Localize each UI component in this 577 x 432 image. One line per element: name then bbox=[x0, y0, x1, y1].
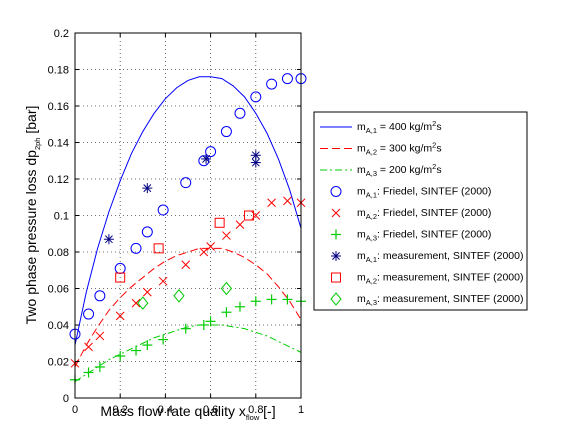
y-axis-label: Two phase pressure loss dp2ph [bar] bbox=[23, 106, 42, 325]
legend-marker-4 bbox=[330, 186, 342, 197]
series-5-point bbox=[235, 220, 245, 229]
legend-label-1: mA,1 = 400 kg/m2s bbox=[357, 119, 442, 135]
x-tick-label: 0.6 bbox=[203, 404, 218, 416]
y-tick-label: 0 bbox=[63, 393, 69, 405]
y-tick-label: 0.2 bbox=[54, 28, 69, 40]
x-tick-label: 0.2 bbox=[113, 404, 128, 416]
series-5-point bbox=[267, 198, 276, 208]
legend-label-9: mA,3: measurement, SINTEF (2000) bbox=[357, 293, 523, 307]
legend-label-8: mA,2: measurement, SINTEF (2000) bbox=[357, 272, 523, 286]
series-7-point bbox=[201, 153, 212, 164]
x-axis-label: Mass flow rate quality xflow [-] bbox=[100, 403, 275, 422]
series-9-point bbox=[220, 281, 233, 296]
series-7-point bbox=[103, 234, 114, 245]
series-6-point bbox=[94, 361, 105, 372]
series-6-point bbox=[158, 334, 169, 345]
y-tick-label: 0.08 bbox=[48, 247, 69, 259]
series-8-point bbox=[244, 210, 255, 221]
series-7-point bbox=[250, 150, 261, 161]
y-tick-label: 0.06 bbox=[48, 284, 69, 296]
series-6-point bbox=[115, 351, 126, 362]
legend-marker-8 bbox=[331, 272, 341, 283]
series-8-point bbox=[153, 243, 164, 254]
series-5-point bbox=[206, 242, 215, 251]
series-5-point bbox=[251, 211, 261, 220]
legend: mA,1 = 400 kg/m2s mA,2 = 300 kg/m2s mA,3 =… bbox=[313, 111, 528, 311]
series-4-point bbox=[141, 226, 153, 238]
series-4-point bbox=[198, 155, 210, 167]
legend-marker-6 bbox=[331, 229, 341, 240]
series-4-point bbox=[114, 262, 126, 274]
series-line-1 bbox=[74, 76, 302, 346]
series-4-point bbox=[250, 91, 262, 103]
series-6-point bbox=[205, 316, 216, 327]
y-tick-label: 0.02 bbox=[48, 357, 69, 369]
legend-label-3: mA,3 = 200 kg/m2s bbox=[357, 162, 442, 178]
series-line-3 bbox=[74, 324, 302, 382]
series-5-point bbox=[283, 196, 292, 206]
series-4-point bbox=[180, 177, 192, 189]
series-6-point bbox=[266, 294, 277, 305]
series-5-point bbox=[199, 247, 209, 257]
y-tick-label: 0.04 bbox=[48, 320, 69, 332]
series-7-point bbox=[142, 183, 153, 194]
series-6-point bbox=[180, 323, 191, 334]
x-tick-label: 0 bbox=[72, 404, 78, 416]
axis-ticks: 0 0.2 0.4 0.6 0.8 1 0 0.02 0.04 0.06 0.08 0.1 0.12 0.… bbox=[48, 28, 304, 416]
y-tick-label: 0.16 bbox=[48, 101, 69, 113]
series-4-point bbox=[205, 146, 217, 158]
series-4-point bbox=[157, 204, 169, 216]
series-5-point bbox=[158, 276, 168, 286]
series-5-point bbox=[95, 331, 105, 341]
legend-label-5: mA,2: Friedel, SINTEF (2000) bbox=[357, 207, 491, 221]
series-6-point bbox=[131, 345, 142, 356]
x-tick-label: 0.8 bbox=[248, 404, 263, 416]
series-8-point bbox=[214, 217, 225, 228]
series-6-point bbox=[142, 340, 153, 351]
y-tick-label: 0.12 bbox=[48, 174, 69, 186]
series-9-point bbox=[137, 296, 149, 310]
series-9-point bbox=[173, 289, 185, 303]
y-tick-label: 0.18 bbox=[48, 65, 69, 77]
series-4-point bbox=[83, 308, 95, 320]
x-tick-label: 0.4 bbox=[158, 404, 173, 416]
series-5-point bbox=[222, 231, 231, 240]
legend-box bbox=[313, 111, 528, 311]
series-5-point bbox=[131, 298, 141, 308]
y-tick-label: 0.14 bbox=[48, 138, 69, 150]
series-4-point bbox=[130, 242, 142, 254]
series-6-point bbox=[234, 301, 245, 312]
legend-label-7: mA,1: measurement, SINTEF (2000) bbox=[357, 250, 523, 264]
series-line-2 bbox=[74, 247, 302, 368]
legend-marker-9 bbox=[330, 292, 342, 306]
legend-marker-5 bbox=[331, 208, 341, 218]
legend-marker-7 bbox=[331, 251, 341, 261]
series-8-point bbox=[115, 272, 126, 283]
legend-label-6: mA,3: Friedel, SINTEF (2000) bbox=[357, 229, 491, 243]
plot-series bbox=[69, 73, 307, 385]
series-6-point bbox=[282, 294, 293, 305]
series-5-point bbox=[142, 287, 152, 297]
series-5-point bbox=[181, 260, 191, 270]
series-4-point bbox=[94, 290, 106, 302]
series-5-point bbox=[84, 342, 93, 352]
series-4-point bbox=[234, 107, 246, 119]
legend-label-4: mA,1: Friedel, SINTEF (2000) bbox=[357, 186, 491, 200]
series-4-point bbox=[266, 78, 278, 90]
series-6-point bbox=[198, 320, 209, 330]
series-6-point bbox=[250, 296, 261, 307]
series-6-point bbox=[83, 367, 94, 378]
series-4-point bbox=[220, 126, 232, 138]
grid-lines bbox=[75, 33, 301, 398]
series-6-point bbox=[221, 307, 232, 318]
series-4-point bbox=[281, 73, 293, 85]
y-tick-label: 0.1 bbox=[54, 211, 69, 223]
legend-label-2: mA,2 = 300 kg/m2s bbox=[357, 141, 442, 157]
x-tick-label: 1 bbox=[298, 404, 304, 416]
series-5-point bbox=[115, 311, 125, 321]
